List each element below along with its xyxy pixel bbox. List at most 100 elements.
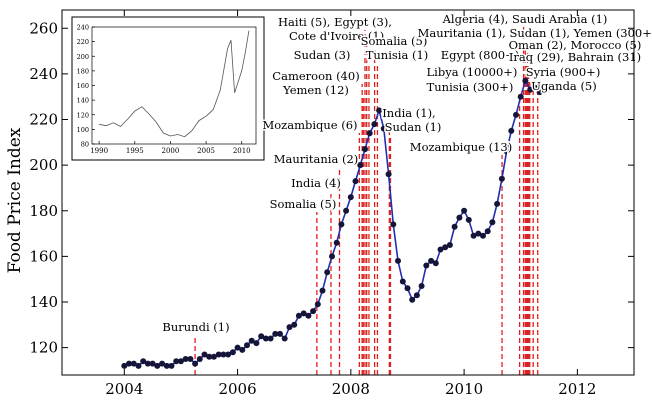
- axes: 120 140 160 180 200 220 240 260 2004 2006 2008 2010…: [5, 9, 635, 398]
- inset-x-tick-label: 1995: [126, 147, 144, 155]
- data-point: [135, 362, 142, 369]
- data-point: [262, 335, 269, 342]
- data-point: [244, 342, 250, 349]
- inset-x-tick-label: 2005: [197, 147, 215, 155]
- data-point: [390, 221, 397, 228]
- annotation-label: Tunisia (300+): [427, 80, 514, 94]
- data-point: [121, 362, 128, 369]
- data-point: [329, 253, 335, 260]
- data-point: [437, 246, 444, 253]
- data-point: [333, 239, 340, 246]
- annotation-label: Uganda (5): [531, 79, 596, 93]
- data-point: [234, 344, 241, 351]
- data-point: [291, 321, 298, 328]
- annotation-label: Cameroon (40): [272, 69, 359, 83]
- annotation-label: Cote d'Ivoire (1): [289, 29, 384, 43]
- data-point: [319, 287, 326, 294]
- annotation-label: Yemen (12): [282, 83, 349, 97]
- x-tick-label: 2006: [218, 380, 256, 398]
- data-point: [465, 216, 472, 223]
- annotation-label: Algeria (4), Saudi Arabia (1): [442, 12, 608, 26]
- data-point: [300, 310, 307, 317]
- y-tick-label: 260: [29, 19, 58, 37]
- x-tick-label: 2010: [445, 380, 483, 398]
- data-point: [409, 296, 416, 303]
- data-point: [130, 360, 137, 367]
- data-point: [324, 269, 331, 276]
- annotation-label: India (1),: [382, 106, 435, 120]
- data-point: [305, 312, 312, 319]
- inset-y-tick-label: 80: [81, 141, 89, 149]
- series-layer: [121, 77, 543, 369]
- annotation-label: Mauritania (2): [274, 152, 359, 166]
- annotation-label: Mozambique (6): [262, 118, 357, 132]
- plot-frame: [61, 9, 635, 376]
- annotation-label: Libya (10000+): [427, 65, 518, 79]
- data-point: [498, 175, 505, 182]
- data-point: [187, 356, 194, 362]
- inset-y-tick-label: 120: [77, 111, 89, 119]
- data-point: [413, 292, 420, 299]
- data-point: [206, 353, 213, 360]
- y-tick-label: 140: [29, 293, 58, 311]
- y-tick-label: 180: [29, 202, 58, 220]
- data-point: [220, 351, 227, 358]
- annotation-label: Sudan (3): [294, 48, 351, 62]
- y-tick-label: 240: [29, 65, 58, 83]
- annotation-label: Iraq (29), Bahrain (31): [509, 50, 641, 64]
- annotation-label: Sudan (1): [385, 120, 442, 134]
- x-tick-label: 2004: [105, 380, 143, 398]
- data-point: [508, 127, 515, 134]
- annotation-label: Tunisia (1): [366, 48, 429, 62]
- y-tick-label: 220: [29, 111, 58, 129]
- annotation-label: Haiti (5), Egypt (3),: [278, 15, 392, 29]
- data-point: [489, 219, 496, 226]
- inset-y-tick-label: 220: [77, 38, 89, 46]
- data-point: [428, 257, 435, 264]
- annotation-label: India (4): [291, 176, 341, 190]
- data-point: [371, 121, 378, 128]
- data-point: [140, 358, 147, 365]
- data-point: [272, 330, 279, 337]
- data-point: [267, 335, 274, 342]
- data-point: [201, 351, 208, 358]
- data-point: [399, 278, 406, 285]
- inset-x-tick-label: 2000: [162, 147, 180, 155]
- annotation-labels: Burundi (1) Somalia (5) India (4) Mauritani…: [161, 11, 652, 336]
- data-point: [286, 324, 293, 331]
- data-point: [215, 351, 222, 358]
- data-point: [442, 244, 449, 251]
- data-point: [225, 351, 232, 358]
- data-point: [196, 356, 203, 362]
- data-point: [423, 262, 430, 269]
- data-point: [258, 333, 265, 340]
- y-tick-label: 160: [29, 247, 58, 265]
- data-point: [126, 360, 132, 367]
- data-point: [362, 146, 368, 153]
- data-point: [295, 312, 302, 319]
- inset-y-tick-label: 160: [77, 82, 89, 90]
- data-point: [347, 194, 354, 201]
- data-point: [144, 360, 151, 367]
- data-point: [314, 301, 321, 308]
- data-point: [522, 77, 529, 84]
- data-point: [159, 360, 166, 367]
- x-tick-label: 2008: [332, 380, 370, 398]
- y-tick-label: 120: [29, 339, 58, 357]
- data-point: [182, 356, 189, 362]
- data-point: [343, 207, 350, 214]
- data-point: [503, 148, 510, 155]
- data-point: [418, 283, 425, 289]
- data-point: [461, 207, 468, 214]
- inset-y-tick-label: 200: [77, 53, 89, 61]
- data-point: [395, 257, 401, 264]
- data-point: [376, 107, 383, 114]
- data-point: [480, 232, 486, 239]
- inset-series-line: [99, 30, 250, 138]
- annotation-label: Mozambique (13): [410, 140, 512, 154]
- y-axis-label: Food Price Index: [5, 127, 25, 273]
- data-point: [470, 232, 477, 239]
- x-tick-label: 2012: [558, 380, 596, 398]
- data-point: [281, 335, 288, 342]
- data-point: [177, 358, 184, 365]
